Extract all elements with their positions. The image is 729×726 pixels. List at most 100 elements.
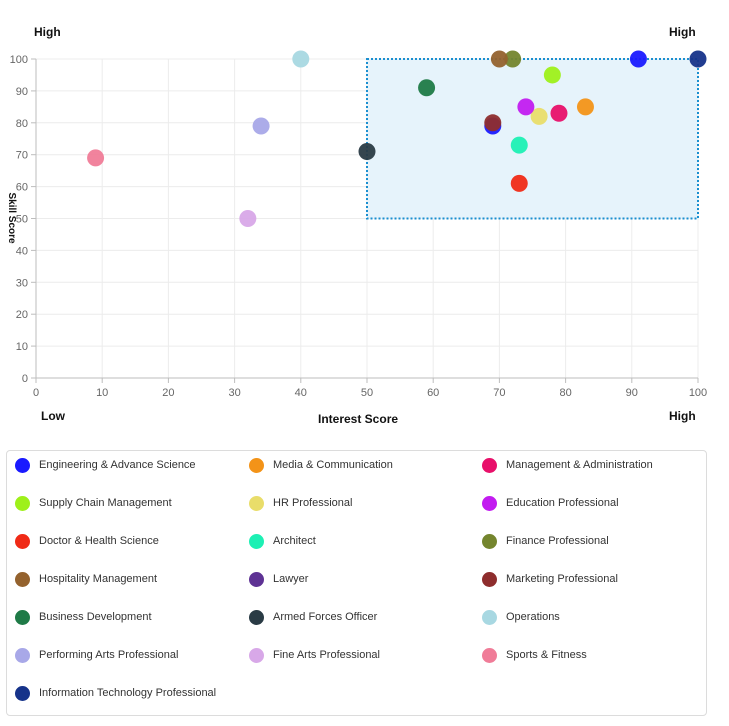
data-point <box>292 50 310 68</box>
y-tick-label: 60 <box>16 182 28 194</box>
legend-label: Hospitality Management <box>39 573 158 585</box>
legend-swatch <box>482 647 497 663</box>
data-point <box>504 50 522 68</box>
legend-label: Marketing Professional <box>506 573 618 585</box>
data-point <box>484 114 502 132</box>
data-point <box>689 50 707 68</box>
legend-item[interactable]: Finance Professional <box>482 531 609 551</box>
x-tick-label: 10 <box>96 387 108 399</box>
legend-item[interactable]: Architect <box>249 531 316 551</box>
legend-swatch <box>15 647 30 663</box>
data-point <box>629 50 647 68</box>
legend-label: Media & Communication <box>273 459 393 471</box>
corner-label-bottom-left: Low <box>41 409 65 423</box>
legend-item[interactable]: Information Technology Professional <box>15 683 216 703</box>
x-axis-title: Interest Score <box>318 412 399 426</box>
data-point <box>517 98 535 116</box>
legend-swatch <box>249 495 264 511</box>
legend-item[interactable]: Hospitality Management <box>15 569 157 589</box>
x-tick-label: 40 <box>295 387 307 399</box>
legend-item[interactable]: Education Professional <box>482 493 619 513</box>
legend-item[interactable]: Lawyer <box>249 569 308 589</box>
y-tick-label: 80 <box>16 118 28 130</box>
legend-swatch <box>482 571 497 587</box>
legend-label: Education Professional <box>506 497 619 509</box>
legend-item[interactable]: Sports & Fitness <box>482 645 587 665</box>
x-tick-label: 90 <box>626 387 638 399</box>
data-point <box>510 174 528 192</box>
legend-swatch <box>15 609 30 625</box>
data-point <box>239 210 257 227</box>
legend-swatch <box>15 495 30 511</box>
legend-label: Engineering & Advance Science <box>39 459 196 471</box>
y-tick-label: 100 <box>10 54 28 66</box>
legend-item[interactable]: Engineering & Advance Science <box>15 455 196 475</box>
scatter-chart: 0 10 20 30 40 50 60 70 80 90 100 0 10 20 30 40 50 60 70 80 9… <box>6 25 707 426</box>
legend-label: Management & Administration <box>506 459 653 471</box>
legend-swatch <box>249 533 264 549</box>
legend-item[interactable]: Media & Communication <box>249 455 393 475</box>
data-point <box>418 79 436 97</box>
x-tick-label: 100 <box>689 387 707 399</box>
legend-swatch <box>15 457 30 473</box>
data-point <box>550 104 568 122</box>
x-tick-label: 20 <box>162 387 174 399</box>
legend-swatch <box>15 533 30 549</box>
legend-label: Architect <box>273 535 316 547</box>
data-point <box>358 143 376 161</box>
y-tick-label: 20 <box>16 309 28 321</box>
legend-label: Information Technology Professional <box>39 687 217 699</box>
legend-label: Lawyer <box>273 573 309 585</box>
x-tick-label: 60 <box>427 387 439 399</box>
legend-item[interactable]: Performing Arts Professional <box>15 645 178 665</box>
legend-item[interactable]: Armed Forces Officer <box>249 607 377 627</box>
corner-label-top-left: High <box>34 25 61 39</box>
legend-label: Business Development <box>39 611 152 623</box>
legend-swatch <box>15 571 30 587</box>
data-point <box>87 149 105 167</box>
data-point <box>543 66 561 84</box>
legend-label: Operations <box>506 611 560 623</box>
x-tick-label: 30 <box>228 387 240 399</box>
legend-label: Armed Forces Officer <box>273 611 378 623</box>
legend-label: Sports & Fitness <box>506 649 587 661</box>
x-tick-label: 70 <box>493 387 505 399</box>
legend-item[interactable]: HR Professional <box>249 493 352 513</box>
y-axis-title: Skill Score <box>6 192 17 244</box>
legend-label: Performing Arts Professional <box>39 649 179 661</box>
legend-swatch <box>482 457 497 473</box>
legend-item[interactable]: Operations <box>482 607 560 627</box>
data-point <box>490 50 508 68</box>
legend-item[interactable]: Marketing Professional <box>482 569 618 589</box>
legend-label: Finance Professional <box>506 535 609 547</box>
y-tick-label: 40 <box>16 245 28 257</box>
legend-item[interactable]: Doctor & Health Science <box>15 531 159 551</box>
legend-item[interactable]: Business Development <box>15 607 152 627</box>
corner-label-top-right: High <box>669 25 696 39</box>
legend-swatch <box>249 457 264 473</box>
legend-label: HR Professional <box>273 497 353 509</box>
x-tick-label: 50 <box>361 387 373 399</box>
y-tick-label: 70 <box>16 150 28 162</box>
y-tick-label: 30 <box>16 277 28 289</box>
y-tick-label: 0 <box>22 373 28 385</box>
legend-item[interactable]: Supply Chain Management <box>15 493 172 513</box>
legend-swatch <box>482 533 497 549</box>
legend-item[interactable]: Management & Administration <box>482 455 653 475</box>
legend-label: Fine Arts Professional <box>273 649 380 661</box>
legend-swatch <box>482 495 497 511</box>
data-point <box>530 107 548 125</box>
data-point <box>576 98 594 116</box>
chart-legend: Engineering & Advance Science Media & Com… <box>6 450 707 716</box>
x-tick-label: 0 <box>33 387 39 399</box>
legend-swatch <box>249 571 264 587</box>
data-point <box>510 136 528 154</box>
legend-swatch <box>15 685 30 701</box>
legend-swatch <box>249 609 264 625</box>
legend-label: Doctor & Health Science <box>39 535 159 547</box>
y-tick-label: 50 <box>16 214 28 226</box>
x-tick-label: 80 <box>559 387 571 399</box>
chart-canvas: 0 10 20 30 40 50 60 70 80 90 100 0 10 20 30 40 50 60 70 80 9… <box>6 50 707 399</box>
legend-item[interactable]: Fine Arts Professional <box>249 645 380 665</box>
corner-label-bottom-right: High <box>669 409 696 423</box>
